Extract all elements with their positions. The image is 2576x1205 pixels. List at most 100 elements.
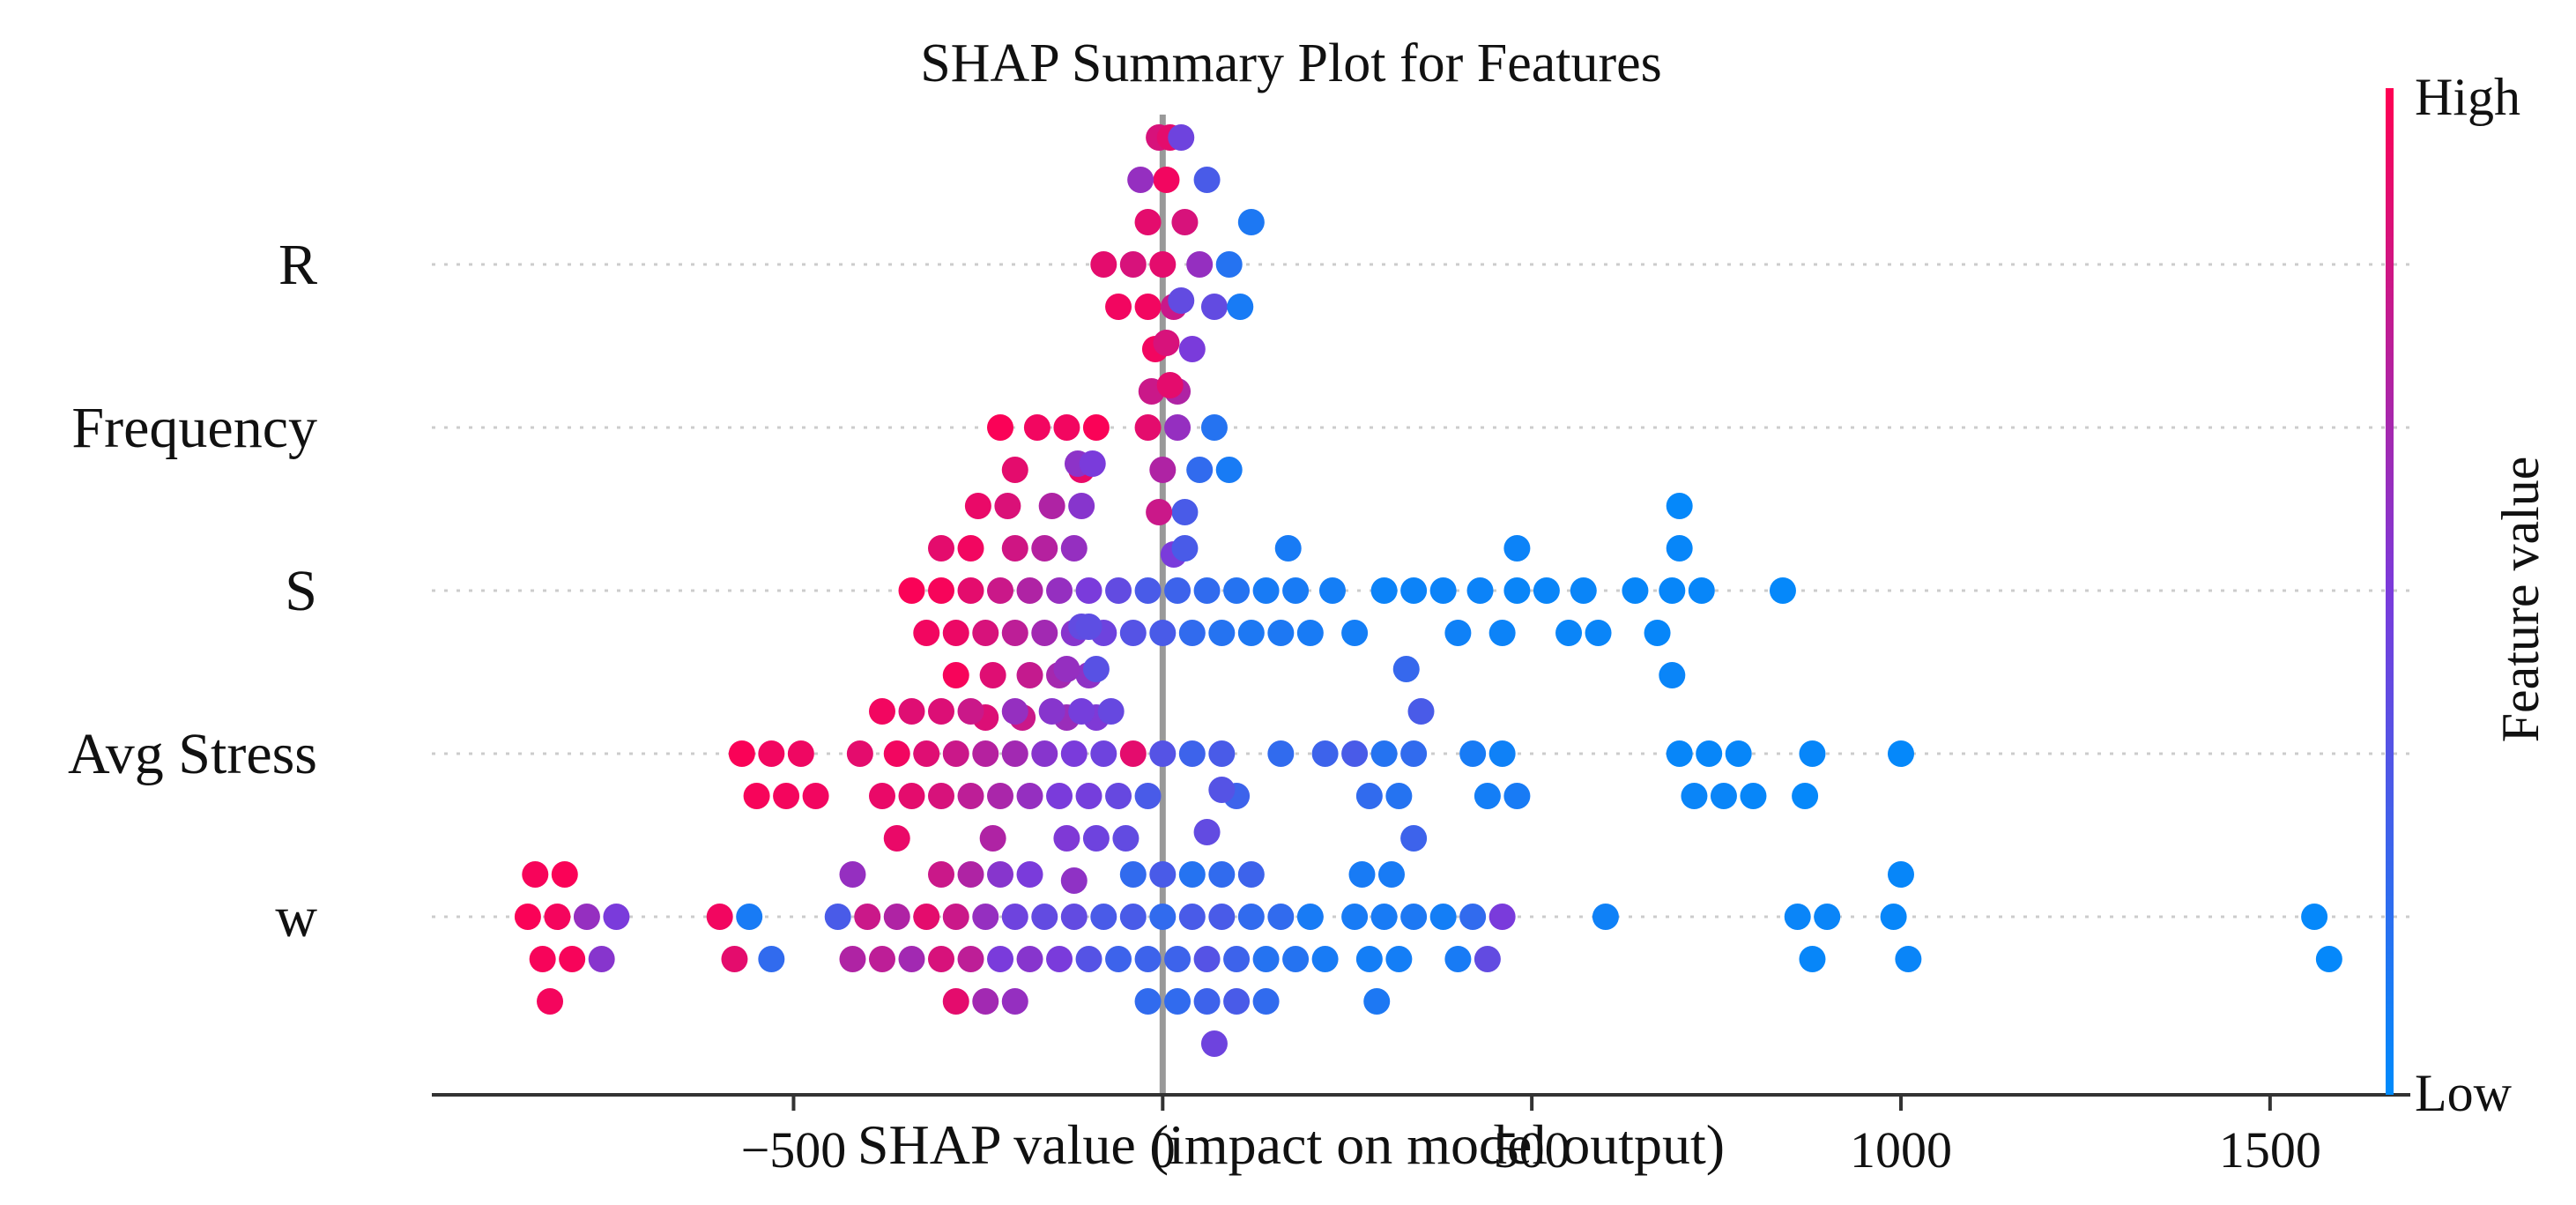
data-point [1079, 450, 1106, 477]
data-point [1001, 698, 1028, 725]
data-point [1459, 904, 1487, 930]
data-point [883, 825, 910, 852]
data-point [1400, 577, 1428, 604]
data-point [1880, 904, 1907, 930]
data-point [1208, 777, 1236, 803]
data-point [957, 783, 984, 809]
data-point [1075, 577, 1102, 604]
data-point [928, 577, 955, 604]
data-point [1001, 740, 1028, 767]
data-point [1282, 946, 1310, 972]
data-point [1237, 209, 1265, 235]
data-point [1164, 577, 1191, 604]
data-point [1318, 577, 1346, 604]
data-point [1149, 251, 1177, 278]
x-axis-ticks: −500 0 500 1000 1500 [741, 1095, 2321, 1179]
data-point [1400, 825, 1428, 852]
data-point [514, 904, 541, 930]
data-point [1400, 904, 1428, 930]
data-point [1341, 620, 1369, 646]
data-point [1237, 861, 1265, 888]
data-point [1168, 124, 1195, 151]
data-point [1149, 620, 1177, 646]
data-point [1227, 294, 1254, 320]
data-point [1171, 209, 1199, 235]
data-point [1127, 167, 1154, 193]
data-point [1119, 904, 1147, 930]
data-point [1696, 740, 1723, 767]
data-point [942, 662, 969, 688]
data-point [928, 698, 955, 725]
data-point [913, 904, 940, 930]
data-point [1296, 620, 1324, 646]
data-point [1053, 414, 1080, 441]
data-point [868, 698, 895, 725]
x-tick-label: 500 [1494, 1121, 1570, 1179]
data-point [1370, 740, 1398, 767]
data-point [1149, 904, 1177, 930]
data-point [1503, 577, 1531, 604]
data-point [1001, 904, 1028, 930]
data-point [1503, 535, 1531, 562]
data-point [1267, 620, 1295, 646]
data-point [1887, 861, 1914, 888]
data-point [1341, 740, 1369, 767]
data-point [1090, 740, 1117, 767]
data-point [1666, 493, 1693, 519]
data-point [559, 946, 586, 972]
data-point [898, 577, 925, 604]
data-point [1171, 499, 1199, 525]
data-point [957, 946, 984, 972]
data-point [773, 783, 800, 809]
data-point [1570, 577, 1597, 604]
data-point [928, 946, 955, 972]
data-point [1370, 904, 1398, 930]
data-point [1149, 457, 1177, 483]
data-point [1444, 946, 1472, 972]
data-point [1016, 861, 1043, 888]
data-point [1046, 577, 1073, 604]
colorbar [2386, 88, 2394, 1095]
data-point [1193, 577, 1221, 604]
data-point [972, 740, 999, 767]
data-point [1038, 698, 1065, 725]
data-point [1252, 946, 1280, 972]
data-point [1001, 457, 1028, 483]
data-point [1223, 577, 1251, 604]
data-point [1164, 946, 1191, 972]
data-point [544, 904, 571, 930]
data-point [1031, 535, 1058, 562]
data-point [1659, 662, 1686, 688]
data-point [551, 861, 578, 888]
data-point [1178, 620, 1206, 646]
data-point [1814, 904, 1841, 930]
feature-label: Frequency [71, 396, 317, 460]
data-point [1223, 946, 1251, 972]
data-point [1237, 620, 1265, 646]
data-point [1168, 287, 1195, 314]
data-point [1215, 251, 1243, 278]
data-point [972, 620, 999, 646]
data-point [1488, 904, 1516, 930]
data-point [1208, 620, 1236, 646]
data-point [1134, 946, 1162, 972]
data-point [883, 740, 910, 767]
data-point [1016, 946, 1043, 972]
data-point [987, 861, 1014, 888]
data-point [868, 783, 895, 809]
data-point [1223, 988, 1251, 1015]
data-point [787, 740, 814, 767]
data-point [1311, 740, 1339, 767]
data-point [1296, 904, 1324, 930]
data-point [1267, 740, 1295, 767]
data-point [1466, 577, 1494, 604]
data-point [979, 662, 1006, 688]
x-axis-label: SHAP value (impact on model output) [857, 1113, 1725, 1176]
data-point [1274, 535, 1302, 562]
data-point [1282, 577, 1310, 604]
data-point [1149, 861, 1177, 888]
data-point [854, 904, 881, 930]
data-point [1075, 783, 1102, 809]
data-point [1769, 577, 1796, 604]
